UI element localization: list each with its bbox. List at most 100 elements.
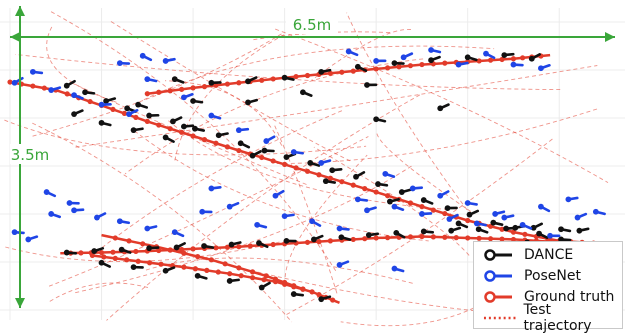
posenet-point <box>355 196 361 202</box>
ground-truth-point <box>328 176 333 181</box>
dance-point <box>476 226 482 232</box>
posenet-point <box>117 218 123 224</box>
dance-point <box>146 113 152 119</box>
posenet-point <box>392 266 398 272</box>
ground-truth-point <box>78 250 83 255</box>
ground-truth-point <box>419 62 424 67</box>
dance-point <box>503 226 509 232</box>
test-trajectory-segment <box>125 59 423 174</box>
posenet-point <box>140 53 146 59</box>
ground-truth-point <box>316 172 321 177</box>
dance-point <box>536 231 542 237</box>
ground-truth-point <box>250 269 255 274</box>
posenet-point <box>71 207 77 213</box>
dance-point <box>119 247 125 253</box>
dance-point <box>355 64 361 70</box>
dance-point <box>82 89 88 95</box>
ground-truth-point <box>236 80 241 85</box>
dance-point <box>364 82 370 88</box>
ground-truth-point <box>351 237 356 242</box>
ground-truth-point <box>454 235 459 240</box>
ground-truth-point <box>273 277 278 282</box>
ground-truth-point <box>145 91 150 96</box>
ground-truth-point <box>190 133 195 138</box>
ground-truth-point <box>179 130 184 135</box>
posenet-point <box>547 233 553 239</box>
ground-truth-point <box>271 76 276 81</box>
ground-truth-point <box>419 234 424 239</box>
posenet-point <box>382 171 388 177</box>
dance-point <box>146 245 152 251</box>
posenet-point <box>538 65 544 71</box>
posenet-point <box>44 189 50 195</box>
ground-truth-point <box>396 64 401 69</box>
legend-label-dance: DANCE <box>524 247 573 263</box>
posenet-point <box>392 204 398 210</box>
dance-point <box>311 237 317 243</box>
posenet-point <box>181 94 187 100</box>
ground-truth-point <box>351 69 356 74</box>
ground-truth-point <box>351 183 356 188</box>
dance-point <box>529 56 535 62</box>
width-label: 6.5m <box>293 16 331 34</box>
dance-point <box>437 105 443 111</box>
ground-truth-point <box>136 259 141 264</box>
ground-truth-point <box>511 56 516 61</box>
posenet-point <box>474 221 480 227</box>
ground-truth-point <box>156 122 161 127</box>
ground-truth-point <box>209 257 214 262</box>
posenet-point <box>337 226 343 232</box>
ground-truth-point <box>431 208 436 213</box>
posenet-point <box>12 80 18 86</box>
ground-truth-point <box>291 283 296 288</box>
ground-truth-point <box>248 243 253 248</box>
posenet-point <box>12 229 18 235</box>
posenet-point <box>144 76 150 82</box>
posenet-point <box>67 200 73 206</box>
height-dimension: 3.5m <box>10 6 50 308</box>
test-trajectory-segment <box>75 165 414 293</box>
dance-point <box>64 83 70 89</box>
dance-point <box>245 100 251 106</box>
height-label: 3.5m <box>11 146 49 164</box>
ground-truth-point <box>385 65 390 70</box>
dance-point <box>131 127 137 133</box>
ground-truth-point <box>328 238 333 243</box>
dance-point <box>338 234 344 240</box>
posenet-point <box>428 47 434 53</box>
posenet-point <box>291 149 297 155</box>
ground-truth-point <box>442 235 447 240</box>
dance-point <box>318 69 324 75</box>
ground-truth-point <box>305 169 310 174</box>
posenet-point <box>199 209 205 215</box>
posenet-point <box>456 62 462 68</box>
ground-truth-point <box>431 234 436 239</box>
ground-truth-point <box>181 265 186 270</box>
ground-truth-point <box>339 70 344 75</box>
ground-truth-point <box>385 235 390 240</box>
dance-point <box>329 167 335 173</box>
ground-truth-point <box>195 254 200 259</box>
dance-point <box>103 98 109 104</box>
ground-truth-point <box>113 235 118 240</box>
dance-point <box>307 160 313 166</box>
dance-point <box>227 278 233 284</box>
ground-truth-point <box>168 126 173 131</box>
posenet-point <box>511 62 517 68</box>
posenet-point <box>318 160 324 166</box>
test-trajectory-segment <box>274 109 597 164</box>
dance-point <box>174 245 180 251</box>
ground-truth-point <box>362 236 367 241</box>
ground-truth-point <box>442 61 447 66</box>
ground-truth-point <box>316 239 321 244</box>
posenet-point <box>48 87 54 93</box>
posenet-point <box>492 211 498 217</box>
test-trajectory-legend-icon <box>482 311 517 325</box>
ground-truth-point <box>339 179 344 184</box>
ground-truth-point <box>110 107 115 112</box>
ground-truth-point <box>293 165 298 170</box>
ground-truth-point <box>30 83 35 88</box>
ground-truth-point <box>465 235 470 240</box>
posenet-point <box>309 218 315 224</box>
ground-truth-point <box>408 234 413 239</box>
